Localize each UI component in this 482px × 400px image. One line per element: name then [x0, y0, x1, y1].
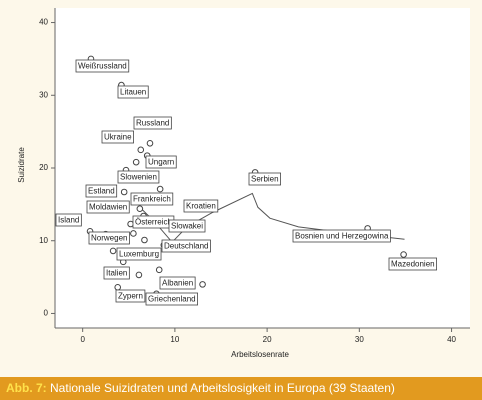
plot-area: [55, 8, 470, 328]
point-label: Deutschland: [164, 242, 208, 251]
x-tick-label: 20: [263, 335, 272, 344]
label-box: [183, 199, 219, 213]
label-box: [292, 229, 391, 243]
point-label: Estland: [88, 187, 115, 196]
point-label: Kroatien: [186, 202, 216, 211]
point: [136, 205, 144, 213]
point-label: Ungarn: [148, 158, 174, 167]
point: [156, 185, 164, 193]
x-axis-label: Arbeitslosenrate: [231, 350, 289, 359]
point-label: Weißrussland: [78, 62, 127, 71]
point-label: Island: [58, 216, 79, 225]
point: [141, 236, 148, 244]
point: [155, 266, 163, 274]
y-tick-label: 0: [44, 309, 49, 318]
point-label: Österreich: [135, 218, 172, 227]
label-box: [55, 213, 82, 227]
point-label: Luxemburg: [119, 250, 159, 259]
label-box: [145, 292, 198, 306]
y-tick-label: 20: [39, 163, 48, 172]
point-label: Litauen: [120, 88, 146, 97]
point: [199, 281, 206, 288]
chart: Arbeitslosenrate Suizidrate 0 10 20 30 40 0 10…: [17, 8, 470, 359]
point: [114, 283, 122, 291]
point-label: Bosnien und Herzegowina: [295, 232, 389, 241]
point-label: Slowenien: [120, 173, 157, 182]
point: [132, 158, 140, 166]
caption-text: Nationale Suizidraten und Arbeitslosigke…: [50, 381, 395, 395]
point-label: Italien: [106, 269, 127, 278]
x-tick-label: 30: [355, 335, 364, 344]
y-tick-label: 30: [39, 90, 48, 99]
label-box: [168, 219, 206, 233]
label-box: [388, 257, 437, 271]
label-box: [117, 85, 149, 99]
caption-prefix: Abb. 7:: [6, 381, 47, 395]
point-label: Slowakei: [171, 222, 203, 231]
label-box: [159, 276, 196, 290]
point-label: Ukraine: [104, 133, 132, 142]
point-label: Frankreich: [133, 195, 171, 204]
label-box: [161, 239, 211, 253]
label-box: [133, 116, 172, 130]
point: [135, 271, 143, 279]
point: [109, 247, 117, 255]
point-label: Russland: [136, 119, 169, 128]
label-box: [85, 184, 118, 198]
label-box: [103, 266, 130, 280]
label-box: [117, 170, 160, 184]
point-label: Griechenland: [148, 295, 196, 304]
label-box: [75, 59, 130, 73]
point: [146, 139, 154, 147]
point-label: Mazedonien: [391, 260, 435, 269]
x-tick-label: 40: [447, 335, 456, 344]
label-box: [88, 231, 130, 245]
label-box: [248, 172, 281, 186]
y-tick-label: 40: [39, 18, 48, 27]
point: [130, 230, 137, 237]
label-box: [86, 200, 130, 214]
point-label: Serbien: [251, 175, 279, 184]
point: [127, 220, 134, 228]
point: [137, 146, 145, 154]
point: [120, 188, 128, 196]
x-tick-label: 0: [80, 335, 85, 344]
trend-line: [139, 192, 405, 243]
label-box: [130, 192, 174, 206]
point-label: Zypern: [118, 292, 143, 301]
caption: Abb. 7: Nationale Suizidraten und Arbeit…: [0, 377, 482, 400]
label-box: [115, 289, 146, 303]
label-box: [145, 155, 177, 169]
point-label: Moldawien: [89, 203, 127, 212]
label-box: [116, 247, 162, 261]
point-label: Norwegen: [91, 234, 127, 243]
point-label: Albanien: [162, 279, 193, 288]
x-tick-label: 10: [170, 335, 179, 344]
y-tick-label: 10: [39, 236, 48, 245]
point: [400, 251, 407, 258]
label-box: [101, 130, 134, 144]
y-axis-label: Suizidrate: [17, 147, 26, 183]
